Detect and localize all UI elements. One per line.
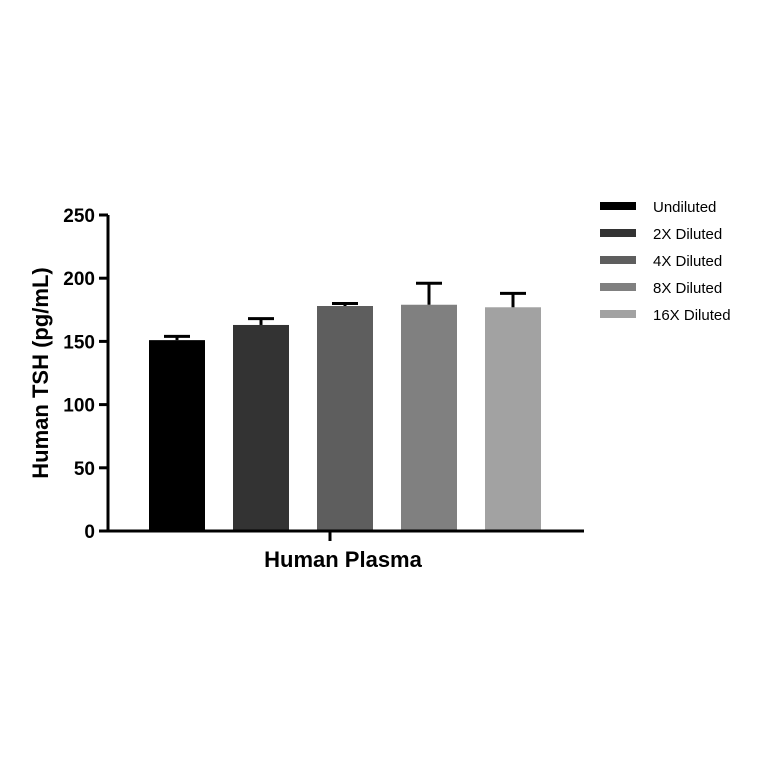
legend-label: Undiluted [653,199,716,216]
legend-swatch [600,229,636,237]
legend: Undiluted 2X Diluted 4X Diluted 8X Diluted 1… [600,199,731,324]
y-tick-label: 250 [63,206,95,227]
legend-label: 4X Diluted [653,253,722,270]
bars-group [149,304,541,531]
legend-swatch [600,202,636,210]
legend-swatch [600,310,636,318]
legend-label: 8X Diluted [653,280,722,297]
error-bars-group [164,281,526,341]
y-axis-title: Human TSH (pg/mL) [28,267,53,478]
y-tick-label: 100 [63,396,95,417]
legend-label: 2X Diluted [653,226,722,243]
y-tick-label: 150 [63,332,95,353]
legend-swatch [600,283,636,291]
legend-swatch [600,256,636,264]
y-tick-label: 50 [74,459,95,480]
y-tick-label: 0 [84,522,95,543]
bar [485,307,541,531]
x-axis-title: Human Plasma [264,547,422,572]
y-axis-ticks: 0 50 100 150 200 250 [63,206,108,543]
bar [401,304,457,531]
legend-label: 16X Diluted [653,307,731,324]
bar [149,340,205,531]
bar [317,306,373,531]
bar [233,324,289,531]
y-tick-label: 200 [63,269,95,290]
